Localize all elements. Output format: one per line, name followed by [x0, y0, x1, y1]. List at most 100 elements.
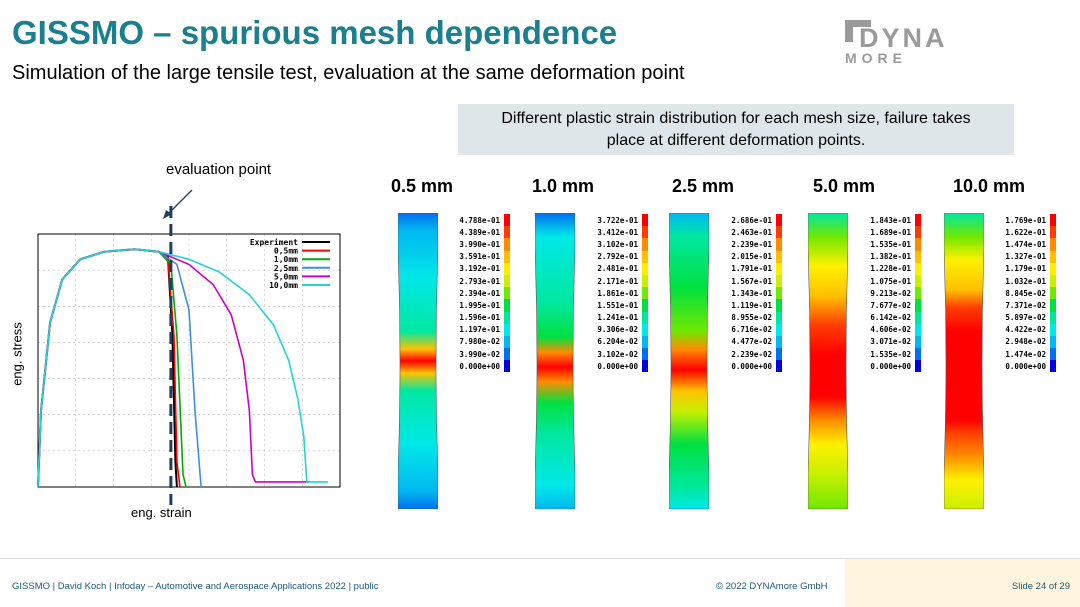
legend-value: 3.412e-01: [597, 227, 638, 237]
legend-value-row: 1.228e-01: [863, 262, 931, 275]
legend-value: 0.000e+00: [1005, 361, 1046, 371]
legend-value-row: 1.567e-01: [724, 274, 792, 288]
evaluation-arrow: [165, 189, 193, 217]
legend-value: 1.769e-01: [1005, 215, 1046, 225]
evaluation-arrow-head: [163, 210, 172, 219]
legend-value-row: 8.955e-02: [724, 311, 792, 324]
legend-color-swatch: [776, 287, 782, 300]
legend-value-row: 2.239e-02: [724, 348, 792, 361]
legend-label-1: 0,5mm: [274, 247, 298, 256]
legend-value-row: 9.306e-02: [590, 323, 658, 336]
evaluation-point-label: evaluation point: [166, 161, 272, 178]
legend-value-row: 0.000e+00: [863, 360, 931, 373]
legend-value-row: 6.204e-02: [590, 335, 658, 349]
legend-value: 7.980e-02: [459, 337, 500, 347]
contour-color-legend: 1.769e-01 1.622e-01 1.474e-01 1.327e-01 1.17…: [998, 214, 1066, 373]
legend-value: 1.474e-02: [1005, 349, 1046, 359]
legend-value-row: 1.179e-01: [998, 262, 1066, 275]
contour-color-legend: 3.722e-01 3.412e-01 3.102e-01 2.792e-01 2.48…: [590, 214, 658, 373]
legend-value: 4.477e-02: [731, 337, 772, 347]
legend-color-swatch: [504, 262, 510, 275]
legend-value: 3.102e-02: [597, 349, 638, 359]
legend-value: 0.000e+00: [459, 361, 500, 371]
legend-value-row: 3.990e-02: [452, 348, 520, 361]
legend-value-row: 7.980e-02: [452, 335, 520, 349]
legend-color-swatch: [642, 214, 648, 227]
legend-value: 2.793e-01: [459, 276, 500, 286]
legend-color-swatch: [1050, 348, 1056, 361]
legend-color-swatch: [915, 348, 921, 361]
legend-color-swatch: [642, 360, 648, 373]
legend-value: 1.241e-01: [597, 313, 638, 323]
legend-value: 2.394e-01: [459, 288, 500, 298]
legend-label-0: Experiment: [250, 237, 298, 247]
footer-slide-number-box: Slide 24 of 29: [845, 559, 1080, 607]
legend-value: 4.788e-01: [459, 215, 500, 225]
legend-value-row: 1.551e-01: [590, 299, 658, 312]
legend-value-row: 4.389e-01: [452, 226, 520, 239]
legend-value: 1.791e-01: [731, 264, 772, 274]
legend-color-swatch: [504, 226, 510, 239]
legend-value: 1.032e-01: [1005, 276, 1046, 286]
legend-value-row: 1.327e-01: [998, 250, 1066, 263]
legend-value: 0.000e+00: [597, 361, 638, 371]
x-axis-label: eng. strain: [131, 505, 192, 520]
legend-value: 2.239e-02: [731, 349, 772, 359]
legend-value-row: 4.788e-01: [452, 214, 520, 227]
legend-value-row: 1.075e-01: [863, 274, 931, 288]
footer: GISSMO | David Koch | Infoday – Automoti…: [0, 558, 1080, 607]
legend-value-row: 2.792e-01: [590, 250, 658, 263]
legend-value-row: 3.071e-02: [863, 335, 931, 349]
legend-value: 2.015e-01: [731, 252, 772, 262]
legend-value-row: 1.995e-01: [452, 299, 520, 312]
legend-color-swatch: [915, 323, 921, 336]
legend-value-row: 1.241e-01: [590, 311, 658, 324]
dynamore-logo: DYNA MORE: [845, 20, 945, 66]
legend-value-row: 0.000e+00: [590, 360, 658, 373]
legend-color-swatch: [504, 214, 510, 227]
legend-value-row: 0.000e+00: [724, 360, 792, 373]
legend-color-swatch: [642, 274, 648, 288]
legend-color-swatch: [504, 299, 510, 312]
legend-value: 1.861e-01: [597, 288, 638, 298]
legend-value: 1.535e-02: [870, 349, 911, 359]
legend-value: 0.000e+00: [731, 361, 772, 371]
legend-color-swatch: [504, 335, 510, 349]
legend-value: 9.213e-02: [870, 288, 911, 298]
legend-value-row: 2.793e-01: [452, 274, 520, 288]
legend-value: 3.071e-02: [870, 337, 911, 347]
legend-color-swatch: [642, 226, 648, 239]
footer-copyright: © 2022 DYNAmore GmbH: [716, 581, 828, 592]
legend-color-swatch: [642, 262, 648, 275]
legend-value: 3.722e-01: [597, 215, 638, 225]
legend-value: 1.343e-01: [731, 288, 772, 298]
legend-value-row: 3.722e-01: [590, 214, 658, 227]
legend-color-swatch: [1050, 226, 1056, 239]
legend-value: 1.075e-01: [870, 276, 911, 286]
legend-color-swatch: [642, 299, 648, 312]
legend-value-row: 1.343e-01: [724, 287, 792, 300]
legend-value: 3.990e-02: [459, 349, 500, 359]
legend-value-row: 3.990e-01: [452, 238, 520, 251]
legend-value: 4.606e-02: [870, 325, 911, 335]
legend-value-row: 1.622e-01: [998, 226, 1066, 239]
footer-slide-number: Slide 24 of 29: [1011, 581, 1070, 592]
legend-value-row: 1.596e-01: [452, 311, 520, 324]
legend-value-row: 1.535e-02: [863, 348, 931, 361]
legend-color-swatch: [776, 323, 782, 336]
legend-label-3: 2,5mm: [274, 264, 298, 273]
specimen-contour-plot: [669, 213, 709, 509]
legend-value-row: 9.213e-02: [863, 287, 931, 300]
legend-value-row: 1.032e-01: [998, 274, 1066, 288]
legend-value-row: 3.591e-01: [452, 250, 520, 263]
legend-value-row: 3.102e-02: [590, 348, 658, 361]
legend-value-row: 7.371e-02: [998, 299, 1066, 312]
legend-color-swatch: [642, 311, 648, 324]
legend-label-2: 1,0mm: [274, 255, 298, 264]
legend-color-swatch: [915, 214, 921, 227]
legend-value: 1.327e-01: [1005, 252, 1046, 262]
legend-value: 7.371e-02: [1005, 300, 1046, 310]
legend-value: 3.591e-01: [459, 252, 500, 262]
legend-color-swatch: [504, 287, 510, 300]
legend-color-swatch: [504, 348, 510, 361]
